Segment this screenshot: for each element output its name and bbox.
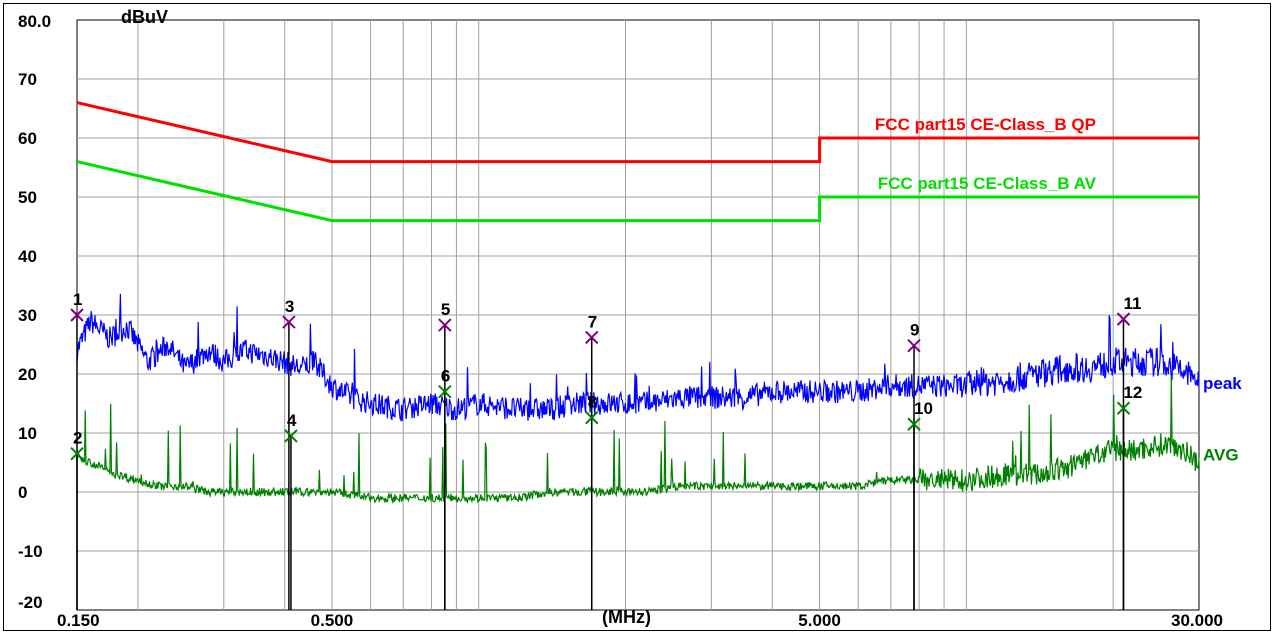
marker-cross <box>907 338 921 353</box>
marker-label: 2 <box>73 429 82 448</box>
x-tick-label: 0.150 <box>57 611 100 630</box>
y-tick-label: 50 <box>18 188 37 207</box>
y-tick-label: 30 <box>18 306 37 325</box>
y-tick-label: 0 <box>18 483 27 502</box>
marker-cross <box>282 315 296 329</box>
series-lines: peak AVG <box>76 293 1242 505</box>
marker-cross <box>585 410 599 425</box>
series-label: peak <box>1203 374 1242 393</box>
marker-label: 1 <box>73 290 82 309</box>
y-tick-label: 70 <box>18 70 37 89</box>
marker-label: 4 <box>287 411 297 430</box>
axis-labels: dBuV (MHz) 80.0 70 60 50 40 30 20 10 0 -10 -20 0.15… <box>18 7 1223 630</box>
marker-cross <box>1116 312 1131 326</box>
marker-cross <box>70 446 84 461</box>
marker-label: 8 <box>588 393 597 412</box>
y-tick-label: 60 <box>18 129 37 148</box>
marker-label: 6 <box>441 367 450 386</box>
limit-line <box>76 101 1199 164</box>
limit-lines: FCC part15 CE-Class_B QP FCC part15 CE-Cl… <box>76 101 1199 223</box>
y-tick-label: -10 <box>18 542 43 561</box>
marker-label: 9 <box>910 321 919 340</box>
y-tick-label: 40 <box>18 247 37 266</box>
marker-label: 5 <box>441 300 450 319</box>
series-label: AVG <box>1203 446 1239 465</box>
marker-cross <box>70 308 84 322</box>
limit-line-label: FCC part15 CE-Class_B QP <box>875 115 1096 134</box>
marker-cross <box>907 417 921 431</box>
y-tick-label: 80.0 <box>18 12 51 31</box>
y-tick-label: 10 <box>18 424 37 443</box>
marker-label: 12 <box>1123 383 1142 402</box>
series-line <box>76 293 1200 423</box>
marker-cross <box>585 330 599 345</box>
marker-label: 3 <box>285 297 294 316</box>
marker-label: 11 <box>1123 294 1141 313</box>
series-line <box>76 375 1200 505</box>
marker-label: 7 <box>588 312 597 331</box>
marker-cross <box>1116 401 1131 415</box>
x-axis-label: (MHz) <box>602 607 651 627</box>
marker-cross <box>284 429 298 443</box>
grid-lines <box>77 20 1199 610</box>
x-tick-label: 30.000 <box>1171 611 1223 630</box>
emission-chart: FCC part15 CE-Class_B QP FCC part15 CE-Cl… <box>18 7 1242 630</box>
y-tick-label: -20 <box>18 593 43 612</box>
limit-line <box>76 160 1199 223</box>
y-axis-label: dBuV <box>121 7 168 27</box>
x-tick-label: 0.500 <box>311 611 354 630</box>
marker-label: 10 <box>914 399 933 418</box>
marker-cross <box>438 318 452 332</box>
chart-frame: FCC part15 CE-Class_B QP FCC part15 CE-Cl… <box>3 3 1271 631</box>
limit-line-label: FCC part15 CE-Class_B AV <box>878 174 1097 193</box>
marker-cross <box>438 384 452 399</box>
y-tick-label: 20 <box>18 365 37 384</box>
x-tick-label: 5.000 <box>798 611 841 630</box>
